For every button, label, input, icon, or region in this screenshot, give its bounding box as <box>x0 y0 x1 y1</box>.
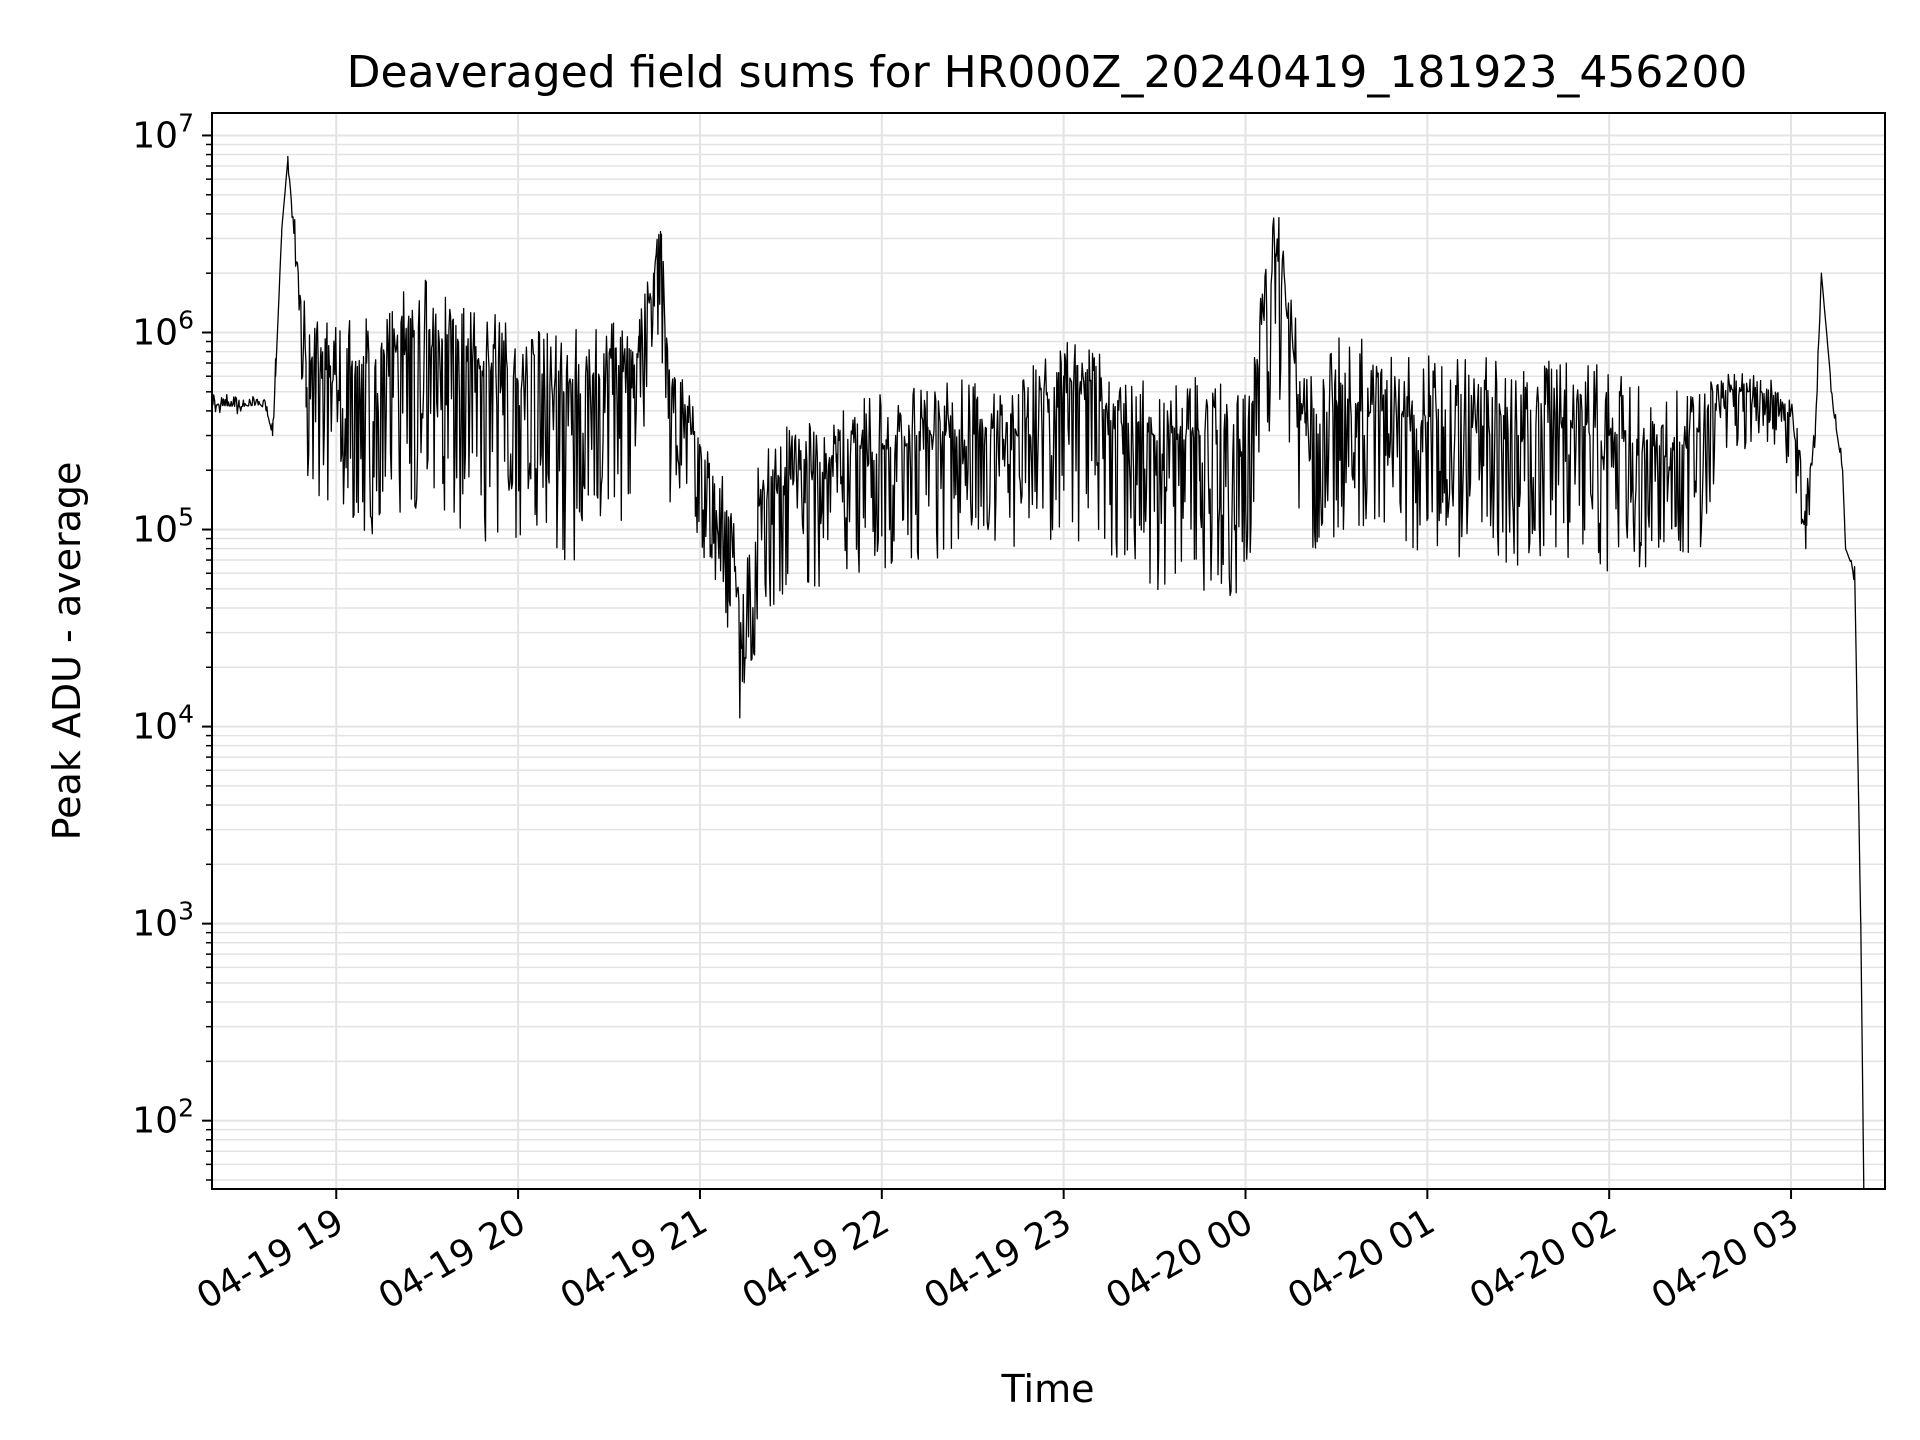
series-layer <box>212 155 1867 1189</box>
grid-minor <box>212 143 1885 1181</box>
y-tick-label-exponent: 4 <box>178 700 194 729</box>
y-tick-label-exponent: 6 <box>178 305 194 334</box>
plot-frame <box>211 112 1886 1190</box>
grid-major <box>212 113 1885 1189</box>
y-tick-label-base: 10 <box>132 707 178 748</box>
y-tick-label-base: 10 <box>132 510 178 551</box>
y-tick-label: 103 <box>132 897 194 945</box>
plot-area-background <box>212 113 1885 1189</box>
y-tick-label-base: 10 <box>132 115 178 156</box>
y-tick-label-exponent: 5 <box>178 503 194 532</box>
y-tick-label-exponent: 7 <box>178 108 194 137</box>
y-tick-label: 106 <box>132 305 194 353</box>
y-tick-label-exponent: 2 <box>178 1094 194 1123</box>
y-tick-label: 107 <box>132 108 194 156</box>
y-tick-label-base: 10 <box>132 312 178 353</box>
chart-title: Deaveraged field sums for HR000Z_2024041… <box>347 47 1748 98</box>
series-line <box>212 155 1867 1189</box>
y-axis-label: Peak ADU - average <box>45 462 89 841</box>
y-tick-label-base: 10 <box>132 904 178 945</box>
y-tick-label-base: 10 <box>132 1101 178 1142</box>
y-tick-label: 104 <box>132 700 194 748</box>
x-axis-label: Time <box>1001 1367 1095 1411</box>
y-tick-label: 102 <box>132 1094 194 1142</box>
y-tick-label-exponent: 3 <box>178 897 194 926</box>
y-tick-label: 105 <box>132 503 194 551</box>
